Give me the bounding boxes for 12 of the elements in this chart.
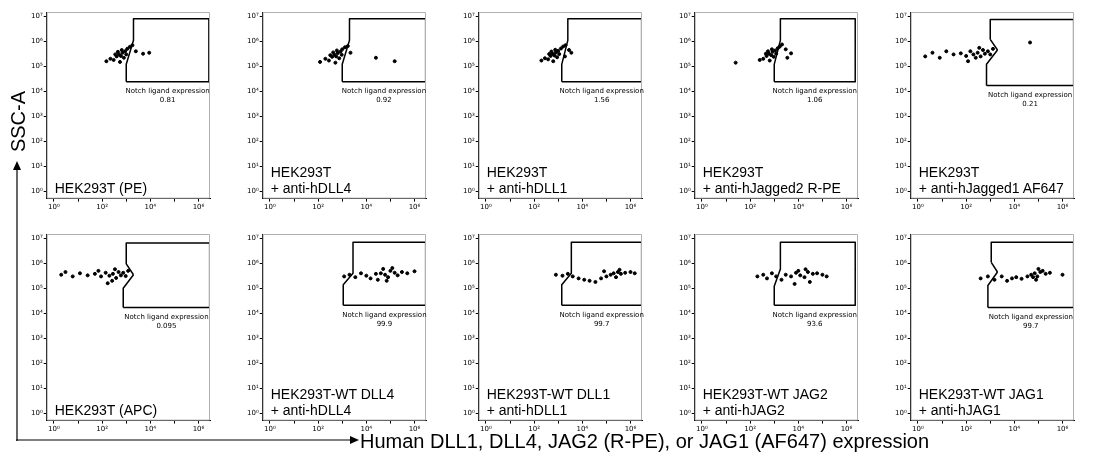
- text: HEK293T-WT JAG1 + anti-hJAG1: [918, 385, 1044, 418]
- text: Human DLL1, DLL4, JAG2 (R-PE), or JAG1 (AF647) expression: [360, 430, 930, 453]
- text: HEK293T-WT DLL1 + anti-hDLL1: [486, 385, 611, 418]
- text: HEK293T (APC): [54, 401, 158, 418]
- text: HEK293T + anti-hDLL4: [270, 163, 352, 196]
- text: HEK293T-WT JAG2 + anti-hJAG2: [702, 385, 828, 418]
- text: HEK293T (PE): [54, 179, 148, 196]
- text: HEK293T + anti-hJagged1 AF647: [918, 163, 1065, 196]
- text: HEK293T + anti-hDLL1: [486, 163, 568, 196]
- text: SSC-A: [6, 89, 30, 155]
- text: HEK293T-WT DLL4 + anti-hDLL4: [270, 385, 395, 418]
- text: HEK293T + anti-hJagged2 R-PE: [702, 163, 841, 196]
